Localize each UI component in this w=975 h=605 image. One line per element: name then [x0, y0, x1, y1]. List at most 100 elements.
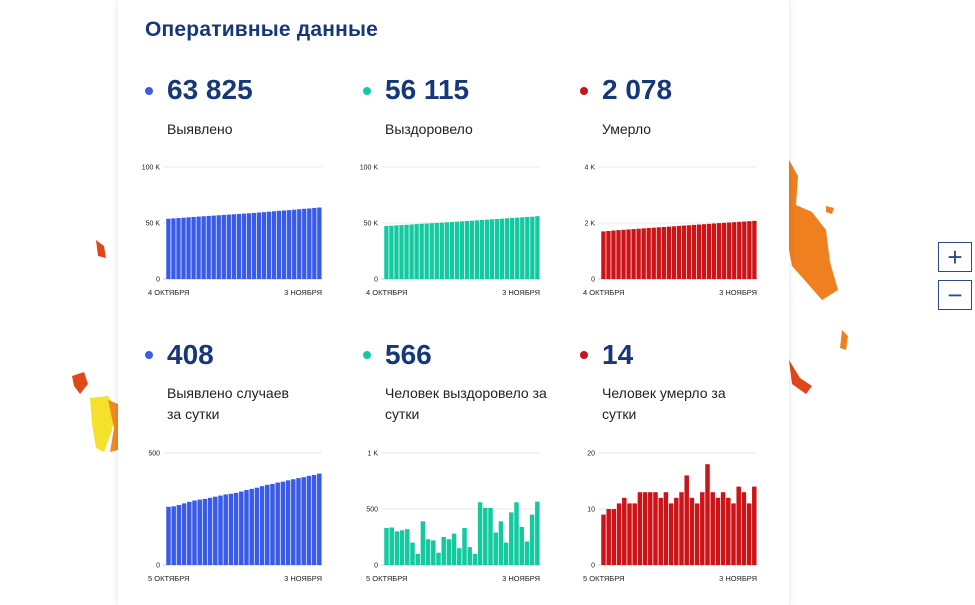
- chart-bar: [424, 223, 429, 279]
- bar-chart: 4 K 2 K 0 4 ОКТЯБРЯ 3 НОЯБРЯ: [583, 165, 757, 295]
- stat-label: Умерло: [602, 121, 652, 137]
- chart-bar: [681, 225, 687, 279]
- chart-bar: [399, 225, 404, 279]
- chart-bar: [389, 225, 394, 279]
- chart-bar: [606, 509, 611, 565]
- chart-bar: [231, 214, 237, 279]
- bar-chart: 100 K 50 K 0 4 ОКТЯБРЯ 3 НОЯБРЯ: [142, 165, 322, 295]
- chart-bar: [510, 217, 515, 279]
- chart-bar: [441, 537, 446, 565]
- chart-bar: [166, 506, 171, 565]
- chart-bar: [661, 226, 666, 279]
- chart-bar: [611, 509, 617, 565]
- bar-chart: 1 K 500 0 5 ОКТЯБРЯ 3 НОЯБРЯ: [366, 451, 540, 581]
- chart-bar: [414, 224, 419, 279]
- chart-bar: [535, 501, 540, 565]
- chart-bar: [236, 213, 242, 279]
- chart-bar: [434, 222, 439, 279]
- x-tick-label-end: 3 НОЯБРЯ: [502, 288, 540, 295]
- x-tick-label-end: 3 НОЯБРЯ: [719, 288, 757, 295]
- chart-bar: [515, 217, 520, 279]
- panel-title: Оперативные данные: [145, 18, 379, 41]
- stat-died-daily: 14 Человек умерло за сутки: [580, 339, 780, 429]
- chart-bar: [732, 222, 737, 279]
- chart-bar: [636, 228, 641, 279]
- operational-data-panel: Оперативные данные 63 825 Выявлено 56 11…: [118, 0, 789, 605]
- stat-detected: 63 825 Выявлено: [145, 74, 345, 144]
- chart-bar: [616, 503, 622, 565]
- chart-bar: [454, 221, 460, 279]
- chart-bar: [197, 499, 202, 565]
- chart-bar: [415, 553, 420, 565]
- chart-bar: [291, 479, 296, 565]
- chart-bar: [207, 497, 213, 565]
- chart-bar: [467, 547, 472, 565]
- x-tick-label-start: 5 ОКТЯБРЯ: [583, 574, 624, 581]
- stat-value: 2 078: [602, 74, 673, 105]
- chart-bar: [648, 492, 653, 565]
- chart-bar: [285, 480, 291, 565]
- chart-bar: [737, 221, 742, 279]
- chart-bar: [627, 503, 632, 565]
- chart-bar: [171, 218, 176, 279]
- chart-bar: [251, 212, 257, 279]
- chart-bar: [509, 512, 514, 565]
- chart-bar: [494, 218, 500, 279]
- zoom-in-button[interactable]: +: [938, 242, 972, 272]
- stat-label: Человек выздоровело за сутки: [385, 385, 547, 422]
- map-region-orange-east: [789, 160, 838, 300]
- chart-bar: [221, 214, 226, 279]
- chart-bar: [302, 208, 307, 279]
- chart-bar: [715, 497, 721, 565]
- chart-bar: [676, 225, 682, 279]
- x-tick-label-end: 3 НОЯБРЯ: [502, 574, 540, 581]
- stat-label: Выздоровело: [385, 121, 473, 137]
- stat-recovered: 56 115 Выздоровело: [363, 74, 563, 144]
- chart-bar: [317, 207, 322, 279]
- chart-bar: [674, 497, 679, 565]
- chart-bar: [520, 217, 525, 279]
- chart-bar: [689, 497, 695, 565]
- chart-bar: [601, 231, 606, 279]
- chart-bar: [439, 222, 444, 279]
- chart-bar: [384, 528, 389, 565]
- chart-bar: [519, 526, 524, 565]
- chart-bar: [281, 210, 287, 279]
- stat-dot: [580, 87, 588, 95]
- y-tick-label: 0: [591, 563, 595, 570]
- chart-bar: [736, 486, 741, 565]
- chart-bar: [176, 218, 181, 279]
- x-tick-label-start: 4 ОКТЯБРЯ: [583, 288, 624, 295]
- chart-bar: [621, 229, 626, 279]
- stat-recovered-daily: 566 Человек выздоровело за сутки: [363, 339, 563, 429]
- stat-detected-daily: 408 Выявлено случаев за сутки: [145, 339, 345, 429]
- chart-bar: [280, 481, 286, 565]
- zoom-out-button[interactable]: −: [938, 280, 972, 310]
- chart-bar: [505, 218, 510, 279]
- bar-chart: 100 K 50 K 0 4 ОКТЯБРЯ 3 НОЯБРЯ: [360, 165, 540, 295]
- chart-bar: [722, 222, 727, 279]
- chart-bar: [642, 492, 648, 565]
- chart-bar: [469, 220, 475, 279]
- y-tick-label: 2 K: [584, 221, 595, 228]
- y-tick-label: 100 K: [360, 165, 379, 172]
- chart-bar: [218, 495, 223, 565]
- y-tick-label: 4 K: [584, 165, 595, 172]
- chart-bar: [752, 220, 757, 279]
- chart-bar: [233, 492, 239, 565]
- y-tick-label: 0: [374, 563, 378, 570]
- chart-bar: [394, 225, 399, 279]
- stat-died: 2 078 Умерло: [580, 74, 780, 144]
- chart-bar: [668, 503, 674, 565]
- chart-bar: [464, 220, 470, 279]
- chart-bar: [701, 224, 707, 279]
- chart-bar: [187, 501, 192, 565]
- y-tick-label: 0: [156, 277, 160, 284]
- x-tick-label-start: 5 ОКТЯБРЯ: [148, 574, 189, 581]
- chart-bar: [489, 219, 495, 279]
- y-tick-label: 10: [587, 507, 595, 514]
- map-region-red-west: [96, 240, 106, 258]
- chart-bar: [529, 514, 535, 565]
- y-tick-label: 0: [591, 277, 595, 284]
- map-region-red-west-2: [72, 372, 88, 394]
